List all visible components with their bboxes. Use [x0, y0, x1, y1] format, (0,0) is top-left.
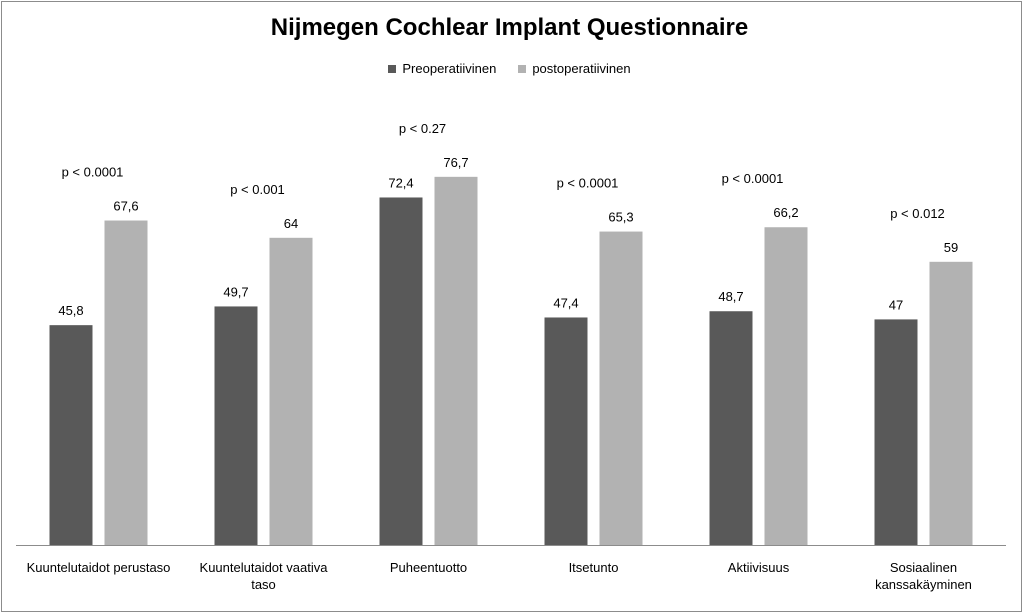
data-label-pre-1: 49,7: [223, 284, 248, 299]
category-label-5-line-1: kanssakäyminen: [875, 577, 972, 592]
legend-item-postoperatiivinen: postoperatiivinen: [518, 61, 631, 76]
p-value-label-3: p < 0.0001: [557, 176, 619, 191]
category-label-4: Aktiivisuus: [728, 560, 790, 575]
category-label-3: Itsetunto: [569, 560, 619, 575]
data-label-post-0: 67,6: [113, 199, 138, 214]
data-label-post-3: 65,3: [608, 210, 633, 225]
category-label-2: Puheentuotto: [390, 560, 467, 575]
legend-label-preoperatiivinen: Preoperatiivinen: [402, 61, 497, 76]
category-label-1-line-0: Kuuntelutaidot vaativa: [200, 560, 329, 575]
data-label-pre-0: 45,8: [58, 303, 83, 318]
legend-swatch-preoperatiivinen: [388, 64, 397, 73]
data-label-post-5: 59: [944, 240, 958, 255]
bar-post-3: [599, 231, 643, 545]
bar-post-2: [434, 176, 478, 545]
bar-pre-3: [544, 317, 588, 545]
bar-post-1: [269, 237, 313, 546]
chart-legend: Preoperatiivinen postoperatiivinen: [0, 61, 1019, 76]
p-value-label-4: p < 0.0001: [722, 171, 784, 186]
legend-swatch-postoperatiivinen: [518, 64, 527, 73]
data-label-post-1: 64: [284, 216, 298, 231]
data-label-pre-2: 72,4: [388, 175, 413, 190]
data-label-pre-5: 47: [889, 297, 903, 312]
bar-post-0: [104, 220, 148, 545]
p-value-label-2: p < 0.27: [399, 121, 446, 136]
data-label-post-4: 66,2: [773, 205, 798, 220]
bar-pre-4: [709, 311, 753, 545]
data-label-pre-3: 47,4: [553, 295, 578, 310]
bar-pre-2: [379, 197, 423, 546]
category-label-5-line-0: Sosiaalinen: [890, 560, 957, 575]
data-label-pre-4: 48,7: [718, 289, 743, 304]
bar-pre-1: [214, 306, 258, 545]
bar-post-4: [764, 227, 808, 546]
p-value-label-1: p < 0.001: [230, 182, 285, 197]
data-label-post-2: 76,7: [443, 155, 468, 170]
category-label-1-line-1: taso: [251, 577, 276, 592]
bar-post-5: [929, 261, 973, 545]
category-label-0: Kuuntelutaidot perustaso: [27, 560, 171, 575]
chart-title: Nijmegen Cochlear Implant Questionnaire: [270, 14, 749, 41]
p-value-label-5: p < 0.012: [890, 206, 945, 221]
legend-item-preoperatiivinen: Preoperatiivinen: [388, 61, 496, 76]
bar-pre-5: [874, 319, 918, 545]
bar-pre-0: [49, 325, 93, 545]
legend-label-postoperatiivinen: postoperatiivinen: [532, 61, 631, 76]
p-value-label-0: p < 0.0001: [62, 165, 124, 180]
